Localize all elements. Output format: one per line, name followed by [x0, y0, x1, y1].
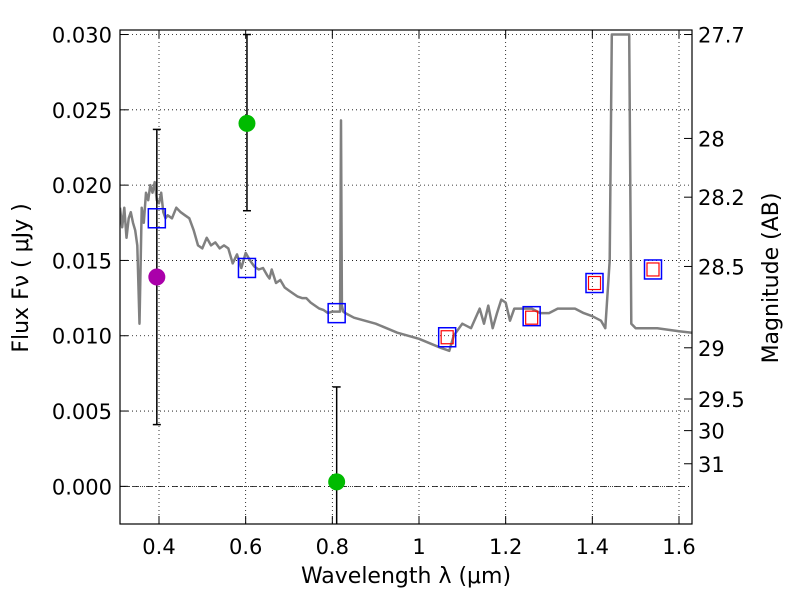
plot-frame — [119, 29, 693, 525]
x-tick-label: 0.4 — [142, 535, 175, 559]
model-flux-square — [522, 305, 541, 327]
observed-flux-square — [440, 330, 454, 345]
model-flux-square — [147, 208, 167, 229]
right-tick-label: 28 — [698, 127, 725, 151]
right-tick-label: 28.2 — [698, 186, 745, 210]
sed-model-curve — [120, 33, 692, 353]
y-tick-label: 0.010 — [52, 325, 112, 349]
model-flux-square — [585, 272, 604, 294]
right-tick-label: 28.5 — [698, 255, 745, 279]
model-flux-square — [437, 326, 457, 348]
x-tick-label: 1.4 — [576, 535, 609, 559]
x-tick-label: 1 — [412, 535, 425, 559]
right-tick-label: 29 — [698, 337, 725, 361]
model-flux-square — [643, 259, 663, 280]
y-axis-title: Flux Fν ( μJy ) — [9, 203, 34, 352]
axes — [119, 29, 693, 525]
y-tick-label: 0.030 — [52, 24, 112, 48]
error-bars — [152, 33, 341, 524]
x-tick-label: 1.6 — [662, 535, 695, 559]
measured-point — [238, 114, 256, 132]
y-tick-label: 0.025 — [52, 99, 112, 123]
grid — [120, 30, 692, 524]
right-axis-title: Magnitude (AB) — [759, 193, 784, 364]
right-tick-label: 29.5 — [698, 388, 745, 412]
observed-flux-square — [525, 310, 539, 325]
data-markers — [147, 114, 663, 491]
y-tick-label: 0.015 — [52, 249, 112, 273]
observed-flux-square — [646, 262, 660, 277]
x-tick-label: 1.2 — [489, 535, 522, 559]
tick-labels: 0.4 0.6 0.8 1 1.2 1.4 1.6 0.000 0.005 0.010 0.015 0… — [52, 24, 745, 559]
right-tick-label: 31 — [698, 453, 725, 477]
y-tick-label: 0.000 — [52, 475, 112, 499]
measured-point — [328, 473, 346, 491]
right-tick-label: 30 — [698, 420, 725, 444]
model-flux-square — [327, 302, 346, 324]
right-tick-label: 27.7 — [698, 24, 745, 48]
x-tick-label: 0.8 — [316, 535, 349, 559]
model-flux-square — [237, 257, 257, 279]
y-tick-label: 0.020 — [52, 174, 112, 198]
x-tick-label: 0.6 — [229, 535, 262, 559]
x-axis-title: Wavelength λ (μm) — [301, 564, 511, 589]
sed-model-line — [120, 33, 692, 353]
observed-flux-square — [587, 275, 602, 291]
measured-point — [148, 268, 166, 286]
y-tick-label: 0.005 — [52, 400, 112, 424]
